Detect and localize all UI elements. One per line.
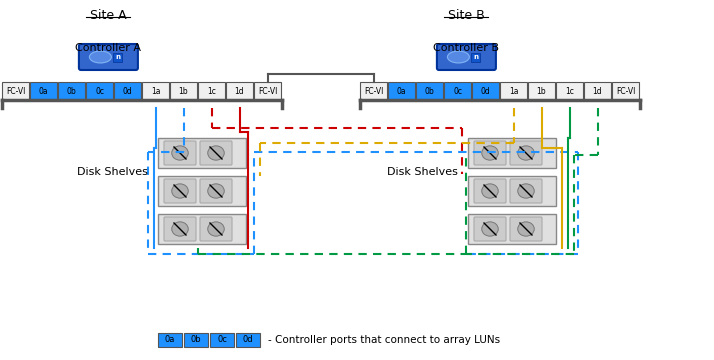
FancyBboxPatch shape — [200, 217, 232, 241]
Ellipse shape — [482, 222, 498, 236]
Text: Site A: Site A — [90, 9, 126, 22]
FancyBboxPatch shape — [86, 82, 113, 100]
Text: 1c: 1c — [207, 86, 216, 95]
FancyBboxPatch shape — [200, 141, 232, 165]
Text: FC-VI: FC-VI — [364, 86, 383, 95]
FancyBboxPatch shape — [474, 141, 506, 165]
FancyBboxPatch shape — [226, 82, 253, 100]
Text: 0c: 0c — [95, 86, 104, 95]
Ellipse shape — [448, 51, 469, 63]
Text: Disk Shelves: Disk Shelves — [387, 167, 458, 177]
FancyBboxPatch shape — [474, 217, 506, 241]
Text: FC-VI: FC-VI — [615, 86, 635, 95]
FancyBboxPatch shape — [468, 214, 556, 244]
FancyBboxPatch shape — [510, 141, 542, 165]
FancyBboxPatch shape — [510, 179, 542, 203]
FancyBboxPatch shape — [584, 82, 611, 100]
Text: 0d: 0d — [243, 336, 253, 345]
Ellipse shape — [208, 222, 224, 236]
Text: 0a: 0a — [39, 86, 49, 95]
Text: 0c: 0c — [217, 336, 227, 345]
FancyBboxPatch shape — [388, 82, 415, 100]
Text: 1d: 1d — [593, 86, 603, 95]
FancyBboxPatch shape — [416, 82, 443, 100]
FancyBboxPatch shape — [468, 138, 556, 168]
FancyBboxPatch shape — [474, 179, 506, 203]
Text: FC-VI: FC-VI — [6, 86, 25, 95]
Ellipse shape — [518, 222, 534, 236]
FancyBboxPatch shape — [142, 82, 169, 100]
FancyBboxPatch shape — [556, 82, 583, 100]
FancyBboxPatch shape — [164, 141, 196, 165]
Text: 0d: 0d — [123, 86, 132, 95]
FancyBboxPatch shape — [158, 176, 246, 206]
Text: 1b: 1b — [537, 86, 546, 95]
FancyBboxPatch shape — [528, 82, 555, 100]
Text: 0d: 0d — [481, 86, 491, 95]
FancyBboxPatch shape — [198, 82, 225, 100]
FancyBboxPatch shape — [113, 53, 122, 62]
Text: Controller A: Controller A — [76, 43, 141, 53]
Text: Controller B: Controller B — [433, 43, 499, 53]
Text: 0b: 0b — [66, 86, 76, 95]
Text: 1a: 1a — [509, 86, 518, 95]
FancyBboxPatch shape — [79, 44, 138, 70]
FancyBboxPatch shape — [164, 179, 196, 203]
FancyBboxPatch shape — [58, 82, 85, 100]
FancyBboxPatch shape — [170, 82, 197, 100]
FancyBboxPatch shape — [184, 333, 208, 347]
Text: 0a: 0a — [397, 86, 406, 95]
Text: 1d: 1d — [235, 86, 244, 95]
Text: 0a: 0a — [165, 336, 175, 345]
Ellipse shape — [172, 184, 188, 198]
Ellipse shape — [89, 51, 111, 63]
FancyBboxPatch shape — [444, 82, 471, 100]
Text: - Controller ports that connect to array LUNs: - Controller ports that connect to array… — [268, 335, 500, 345]
Text: Disk Shelves: Disk Shelves — [77, 167, 148, 177]
Text: n: n — [473, 54, 478, 60]
FancyBboxPatch shape — [2, 82, 29, 100]
FancyBboxPatch shape — [200, 179, 232, 203]
FancyBboxPatch shape — [254, 82, 281, 100]
FancyBboxPatch shape — [158, 214, 246, 244]
FancyBboxPatch shape — [30, 82, 57, 100]
FancyBboxPatch shape — [210, 333, 234, 347]
FancyBboxPatch shape — [360, 82, 387, 100]
FancyBboxPatch shape — [158, 138, 246, 168]
Ellipse shape — [172, 222, 188, 236]
Text: 0c: 0c — [453, 86, 462, 95]
FancyBboxPatch shape — [236, 333, 260, 347]
FancyBboxPatch shape — [500, 82, 527, 100]
Ellipse shape — [482, 146, 498, 160]
FancyBboxPatch shape — [471, 53, 480, 62]
Text: n: n — [115, 54, 120, 60]
Text: FC-VI: FC-VI — [258, 86, 277, 95]
Text: 1a: 1a — [151, 86, 160, 95]
Text: 1b: 1b — [178, 86, 188, 95]
FancyBboxPatch shape — [158, 333, 182, 347]
FancyBboxPatch shape — [164, 217, 196, 241]
FancyBboxPatch shape — [510, 217, 542, 241]
Ellipse shape — [172, 146, 188, 160]
FancyBboxPatch shape — [114, 82, 141, 100]
Text: 1c: 1c — [565, 86, 574, 95]
Text: 0b: 0b — [191, 336, 201, 345]
FancyBboxPatch shape — [612, 82, 639, 100]
Text: Site B: Site B — [448, 9, 485, 22]
Ellipse shape — [482, 184, 498, 198]
FancyBboxPatch shape — [472, 82, 499, 100]
Ellipse shape — [208, 146, 224, 160]
Ellipse shape — [208, 184, 224, 198]
Text: 0b: 0b — [425, 86, 434, 95]
Ellipse shape — [518, 146, 534, 160]
FancyBboxPatch shape — [468, 176, 556, 206]
Ellipse shape — [518, 184, 534, 198]
FancyBboxPatch shape — [437, 44, 496, 70]
